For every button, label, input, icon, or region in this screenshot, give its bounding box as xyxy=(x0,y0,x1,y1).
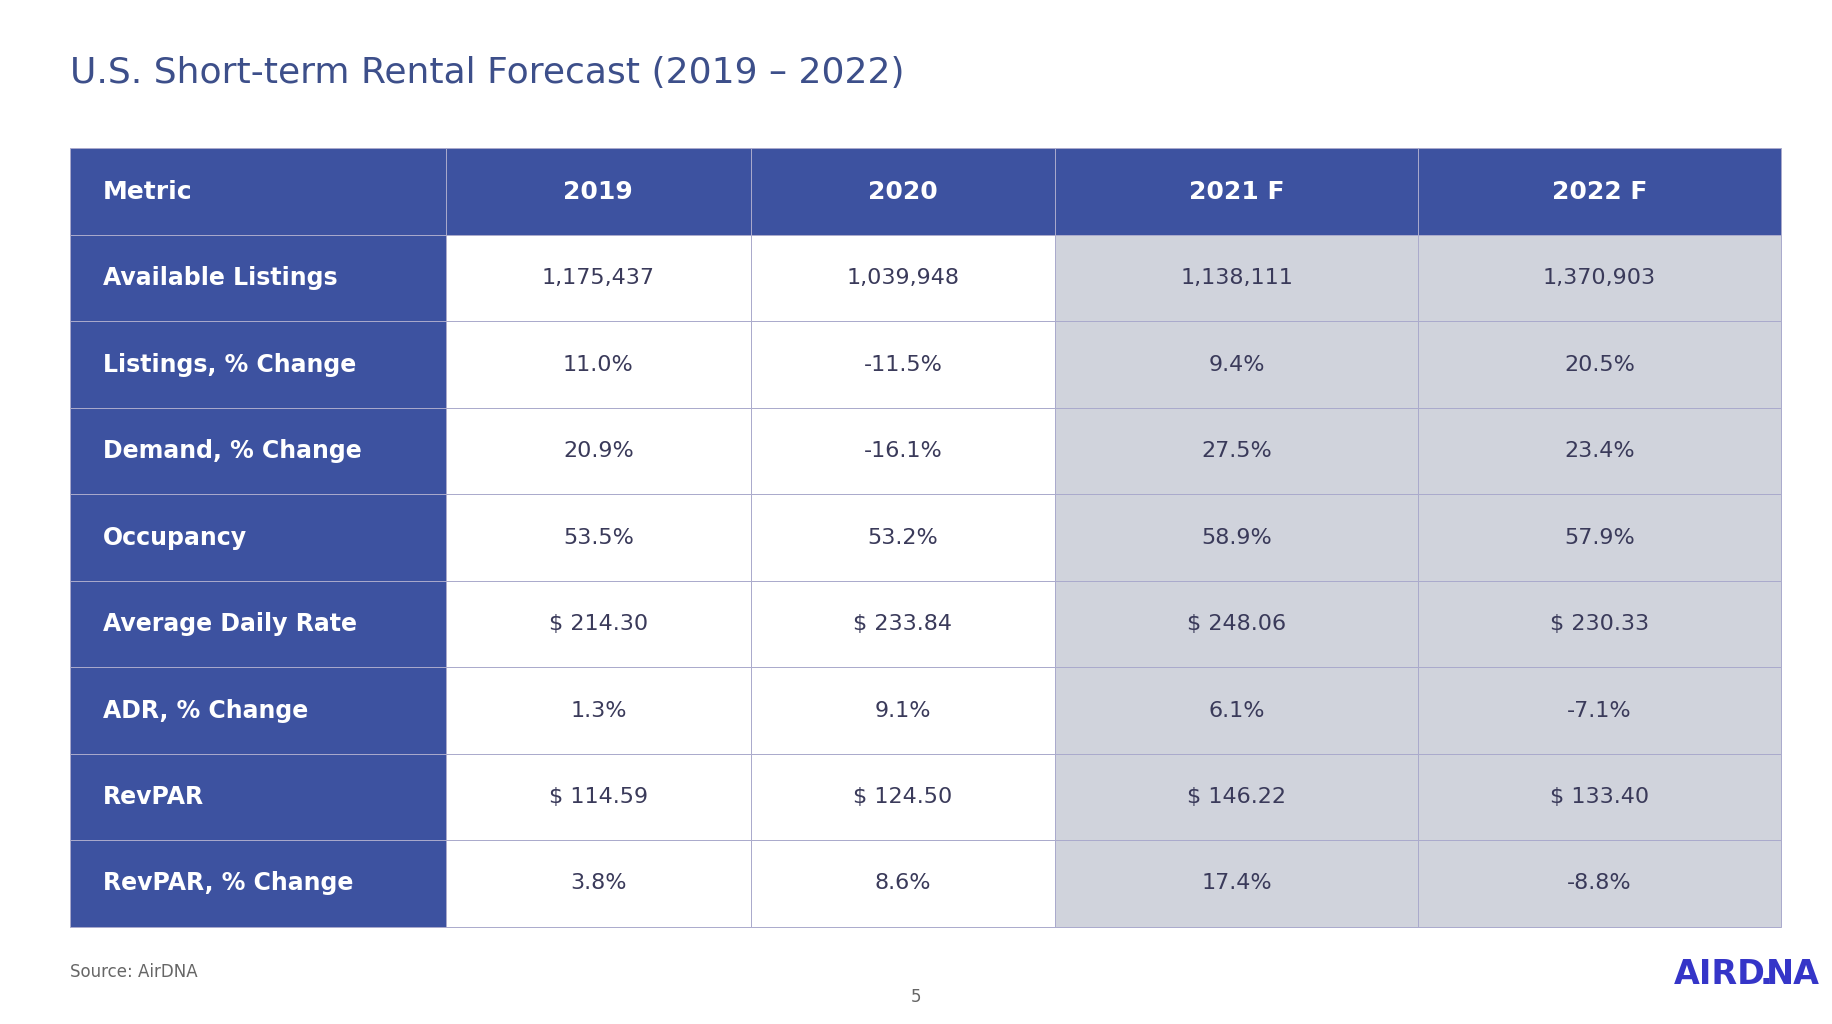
Text: $ 248.06: $ 248.06 xyxy=(1187,614,1286,634)
Text: 9.4%: 9.4% xyxy=(1209,354,1264,375)
Text: $ 124.50: $ 124.50 xyxy=(854,787,953,807)
Text: 20.9%: 20.9% xyxy=(562,441,634,461)
Text: -16.1%: -16.1% xyxy=(863,441,942,461)
Text: 2019: 2019 xyxy=(564,180,634,204)
Text: -8.8%: -8.8% xyxy=(1566,873,1632,894)
Text: 20.5%: 20.5% xyxy=(1565,354,1634,375)
Text: 8.6%: 8.6% xyxy=(874,873,931,894)
Text: 2020: 2020 xyxy=(868,180,938,204)
Text: 53.2%: 53.2% xyxy=(868,527,938,548)
Text: Metric: Metric xyxy=(103,180,192,204)
Text: Listings, % Change: Listings, % Change xyxy=(103,352,355,377)
Text: .: . xyxy=(1761,958,1772,991)
Text: $ 233.84: $ 233.84 xyxy=(854,614,953,634)
Text: 1,039,948: 1,039,948 xyxy=(846,268,960,288)
Text: 11.0%: 11.0% xyxy=(562,354,634,375)
Text: Average Daily Rate: Average Daily Rate xyxy=(103,612,357,636)
Text: 2022 F: 2022 F xyxy=(1552,180,1647,204)
Text: $ 214.30: $ 214.30 xyxy=(550,614,649,634)
Text: AIRD: AIRD xyxy=(1674,958,1766,991)
Text: $ 146.22: $ 146.22 xyxy=(1187,787,1286,807)
Text: Available Listings: Available Listings xyxy=(103,266,337,290)
Text: Occupancy: Occupancy xyxy=(103,525,247,550)
Text: 17.4%: 17.4% xyxy=(1202,873,1271,894)
Text: 6.1%: 6.1% xyxy=(1209,700,1264,721)
Text: RevPAR, % Change: RevPAR, % Change xyxy=(103,871,354,895)
Text: -7.1%: -7.1% xyxy=(1566,700,1632,721)
Text: RevPAR: RevPAR xyxy=(103,785,203,809)
Text: Demand, % Change: Demand, % Change xyxy=(103,439,361,463)
Text: 1.3%: 1.3% xyxy=(570,700,627,721)
Text: $ 230.33: $ 230.33 xyxy=(1550,614,1649,634)
Text: 58.9%: 58.9% xyxy=(1202,527,1271,548)
Text: 53.5%: 53.5% xyxy=(562,527,634,548)
Text: $ 133.40: $ 133.40 xyxy=(1550,787,1649,807)
Text: 2021 F: 2021 F xyxy=(1189,180,1284,204)
Text: 5: 5 xyxy=(911,987,921,1006)
Text: 1,370,903: 1,370,903 xyxy=(1543,268,1656,288)
Text: 9.1%: 9.1% xyxy=(874,700,931,721)
Text: ADR, % Change: ADR, % Change xyxy=(103,698,308,723)
Text: 1,175,437: 1,175,437 xyxy=(542,268,654,288)
Text: 1,138,111: 1,138,111 xyxy=(1180,268,1293,288)
Text: U.S. Short-term Rental Forecast (2019 – 2022): U.S. Short-term Rental Forecast (2019 – … xyxy=(70,56,905,90)
Text: 3.8%: 3.8% xyxy=(570,873,627,894)
Text: 27.5%: 27.5% xyxy=(1202,441,1271,461)
Text: 57.9%: 57.9% xyxy=(1565,527,1634,548)
Text: 23.4%: 23.4% xyxy=(1565,441,1634,461)
Text: -11.5%: -11.5% xyxy=(863,354,942,375)
Text: Source: AirDNA: Source: AirDNA xyxy=(70,963,198,981)
Text: $ 114.59: $ 114.59 xyxy=(550,787,649,807)
Text: NA: NA xyxy=(1766,958,1819,991)
